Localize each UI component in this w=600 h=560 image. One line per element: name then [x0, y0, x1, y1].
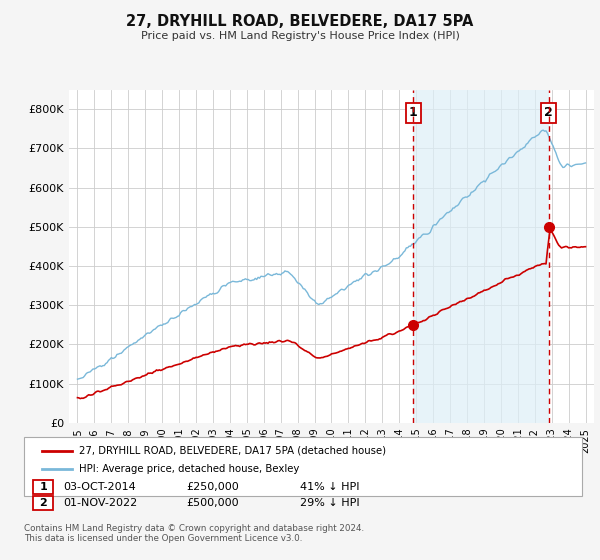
- Text: 29% ↓ HPI: 29% ↓ HPI: [300, 498, 359, 508]
- Text: 01-NOV-2022: 01-NOV-2022: [63, 498, 137, 508]
- Text: 1: 1: [409, 106, 418, 119]
- Text: 2: 2: [40, 498, 47, 508]
- Text: Contains HM Land Registry data © Crown copyright and database right 2024.
This d: Contains HM Land Registry data © Crown c…: [24, 524, 364, 543]
- Text: 2: 2: [544, 106, 553, 119]
- Text: £500,000: £500,000: [186, 498, 239, 508]
- Text: 27, DRYHILL ROAD, BELVEDERE, DA17 5PA (detached house): 27, DRYHILL ROAD, BELVEDERE, DA17 5PA (d…: [79, 446, 386, 456]
- Text: £250,000: £250,000: [186, 482, 239, 492]
- Text: 41% ↓ HPI: 41% ↓ HPI: [300, 482, 359, 492]
- Text: 27, DRYHILL ROAD, BELVEDERE, DA17 5PA: 27, DRYHILL ROAD, BELVEDERE, DA17 5PA: [127, 14, 473, 29]
- Text: HPI: Average price, detached house, Bexley: HPI: Average price, detached house, Bexl…: [79, 464, 299, 474]
- Text: 1: 1: [40, 482, 47, 492]
- Text: Price paid vs. HM Land Registry's House Price Index (HPI): Price paid vs. HM Land Registry's House …: [140, 31, 460, 41]
- Text: 03-OCT-2014: 03-OCT-2014: [63, 482, 136, 492]
- Bar: [413, 90, 549, 423]
